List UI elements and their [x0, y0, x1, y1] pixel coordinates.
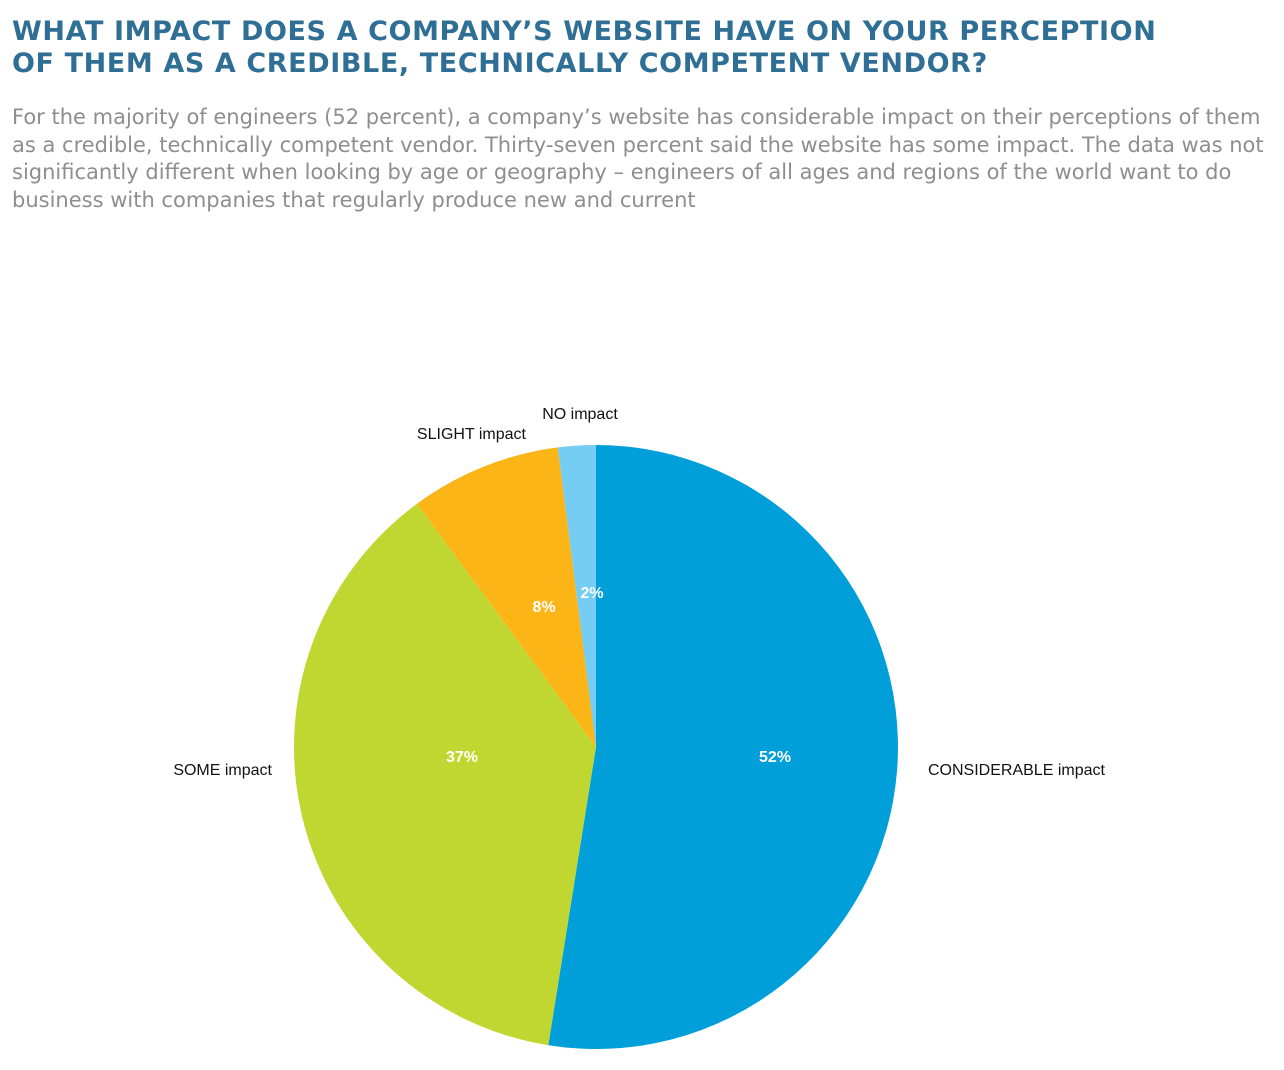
page-title-line-2: OF THEM AS A CREDIBLE, TECHNICALLY COMPE…	[12, 48, 988, 79]
pie-slice-slight-impact	[416, 447, 596, 747]
category-label-no-impact: NO impact	[542, 406, 618, 423]
pie-slice-no-impact	[557, 445, 596, 747]
data-label-considerable-impact: 52%	[759, 749, 791, 766]
pie-data-labels: 52% 37% 8% 2%	[446, 585, 791, 766]
category-label-considerable-impact: CONSIDERABLE impact	[928, 762, 1105, 779]
intro-paragraph: For the majority of engineers (52 percen…	[12, 105, 1264, 212]
pie-slice-some-impact	[293, 503, 596, 1046]
pie-slice-considerable-impact	[548, 445, 898, 1049]
category-label-slight-impact: SLIGHT impact	[417, 426, 527, 443]
pie-slices	[293, 445, 898, 1049]
data-label-some-impact: 37%	[446, 749, 478, 766]
pie-category-labels: CONSIDERABLE impact SOME impact SLIGHT imp…	[173, 406, 1105, 779]
data-label-slight-impact: 8%	[532, 599, 555, 616]
data-label-no-impact: 2%	[580, 585, 603, 602]
page-title-line-1: WHAT IMPACT DOES A COMPANY’S WEBSITE HAV…	[12, 16, 1157, 47]
page-title: WHAT IMPACT DOES A COMPANY’S WEBSITE HAV…	[12, 16, 1274, 80]
category-label-some-impact: SOME impact	[173, 762, 272, 779]
